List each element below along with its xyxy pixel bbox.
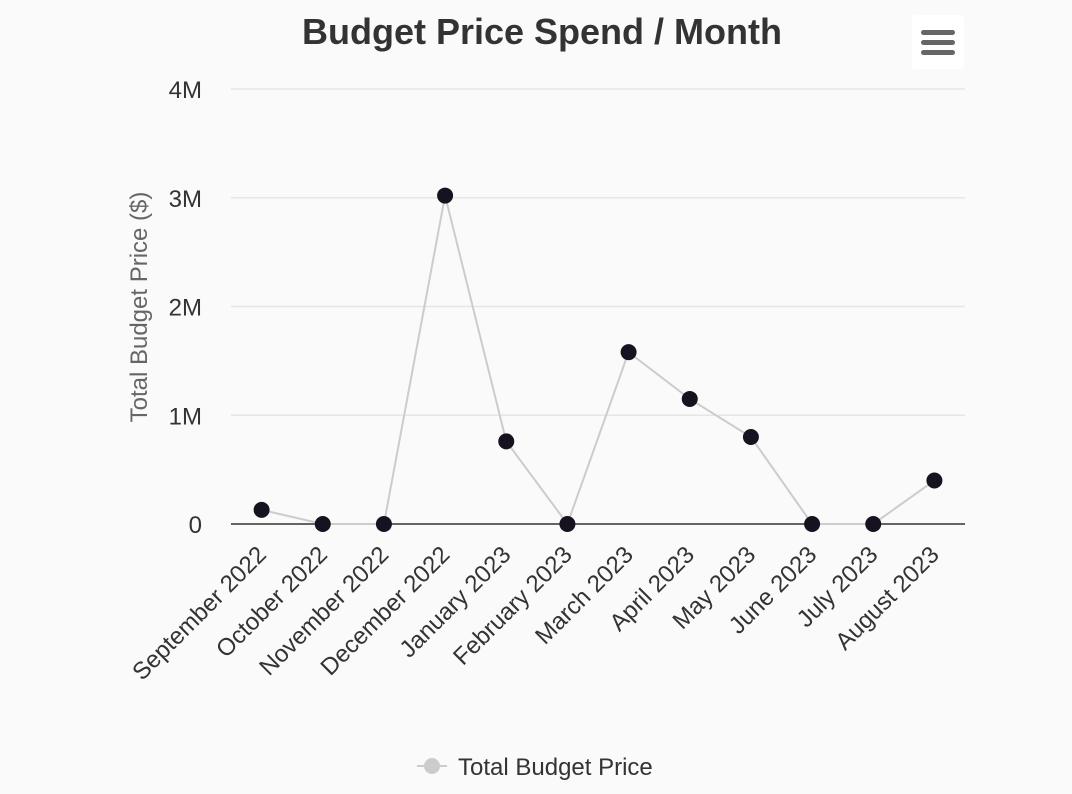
series-layer bbox=[253, 187, 943, 532]
legend-label[interactable]: Total Budget Price bbox=[458, 754, 653, 781]
data-point[interactable] bbox=[314, 516, 331, 532]
series-line bbox=[261, 195, 935, 527]
data-point[interactable] bbox=[498, 433, 515, 450]
data-point[interactable] bbox=[559, 516, 576, 532]
data-point[interactable] bbox=[742, 429, 759, 445]
data-point[interactable] bbox=[926, 472, 943, 489]
chart-menu-button[interactable] bbox=[912, 15, 964, 69]
data-point[interactable] bbox=[804, 516, 821, 532]
y-tick-label: 2M bbox=[169, 295, 202, 322]
data-point[interactable] bbox=[437, 187, 454, 204]
y-tick-label: 3M bbox=[169, 186, 202, 213]
y-tick-label: 0 bbox=[189, 512, 202, 539]
data-point[interactable] bbox=[681, 390, 698, 407]
y-axis-title: Total Budget Price ($) bbox=[126, 192, 153, 423]
y-tick-label: 1M bbox=[169, 403, 202, 430]
chart-title: Budget Price Spend / Month bbox=[302, 11, 782, 52]
gridlines bbox=[231, 88, 965, 416]
hamburger-menu-icon-bar bbox=[921, 49, 955, 55]
legend[interactable]: Total Budget Price bbox=[417, 754, 653, 781]
data-point[interactable] bbox=[375, 516, 392, 532]
data-point[interactable] bbox=[865, 516, 882, 532]
hamburger-menu-icon bbox=[921, 29, 955, 35]
data-point[interactable] bbox=[620, 344, 637, 361]
hamburger-menu-icon-bar bbox=[921, 39, 955, 45]
y-tick-label: 4M bbox=[169, 77, 202, 104]
data-point[interactable] bbox=[253, 501, 270, 518]
legend-marker-symbol bbox=[424, 758, 440, 774]
